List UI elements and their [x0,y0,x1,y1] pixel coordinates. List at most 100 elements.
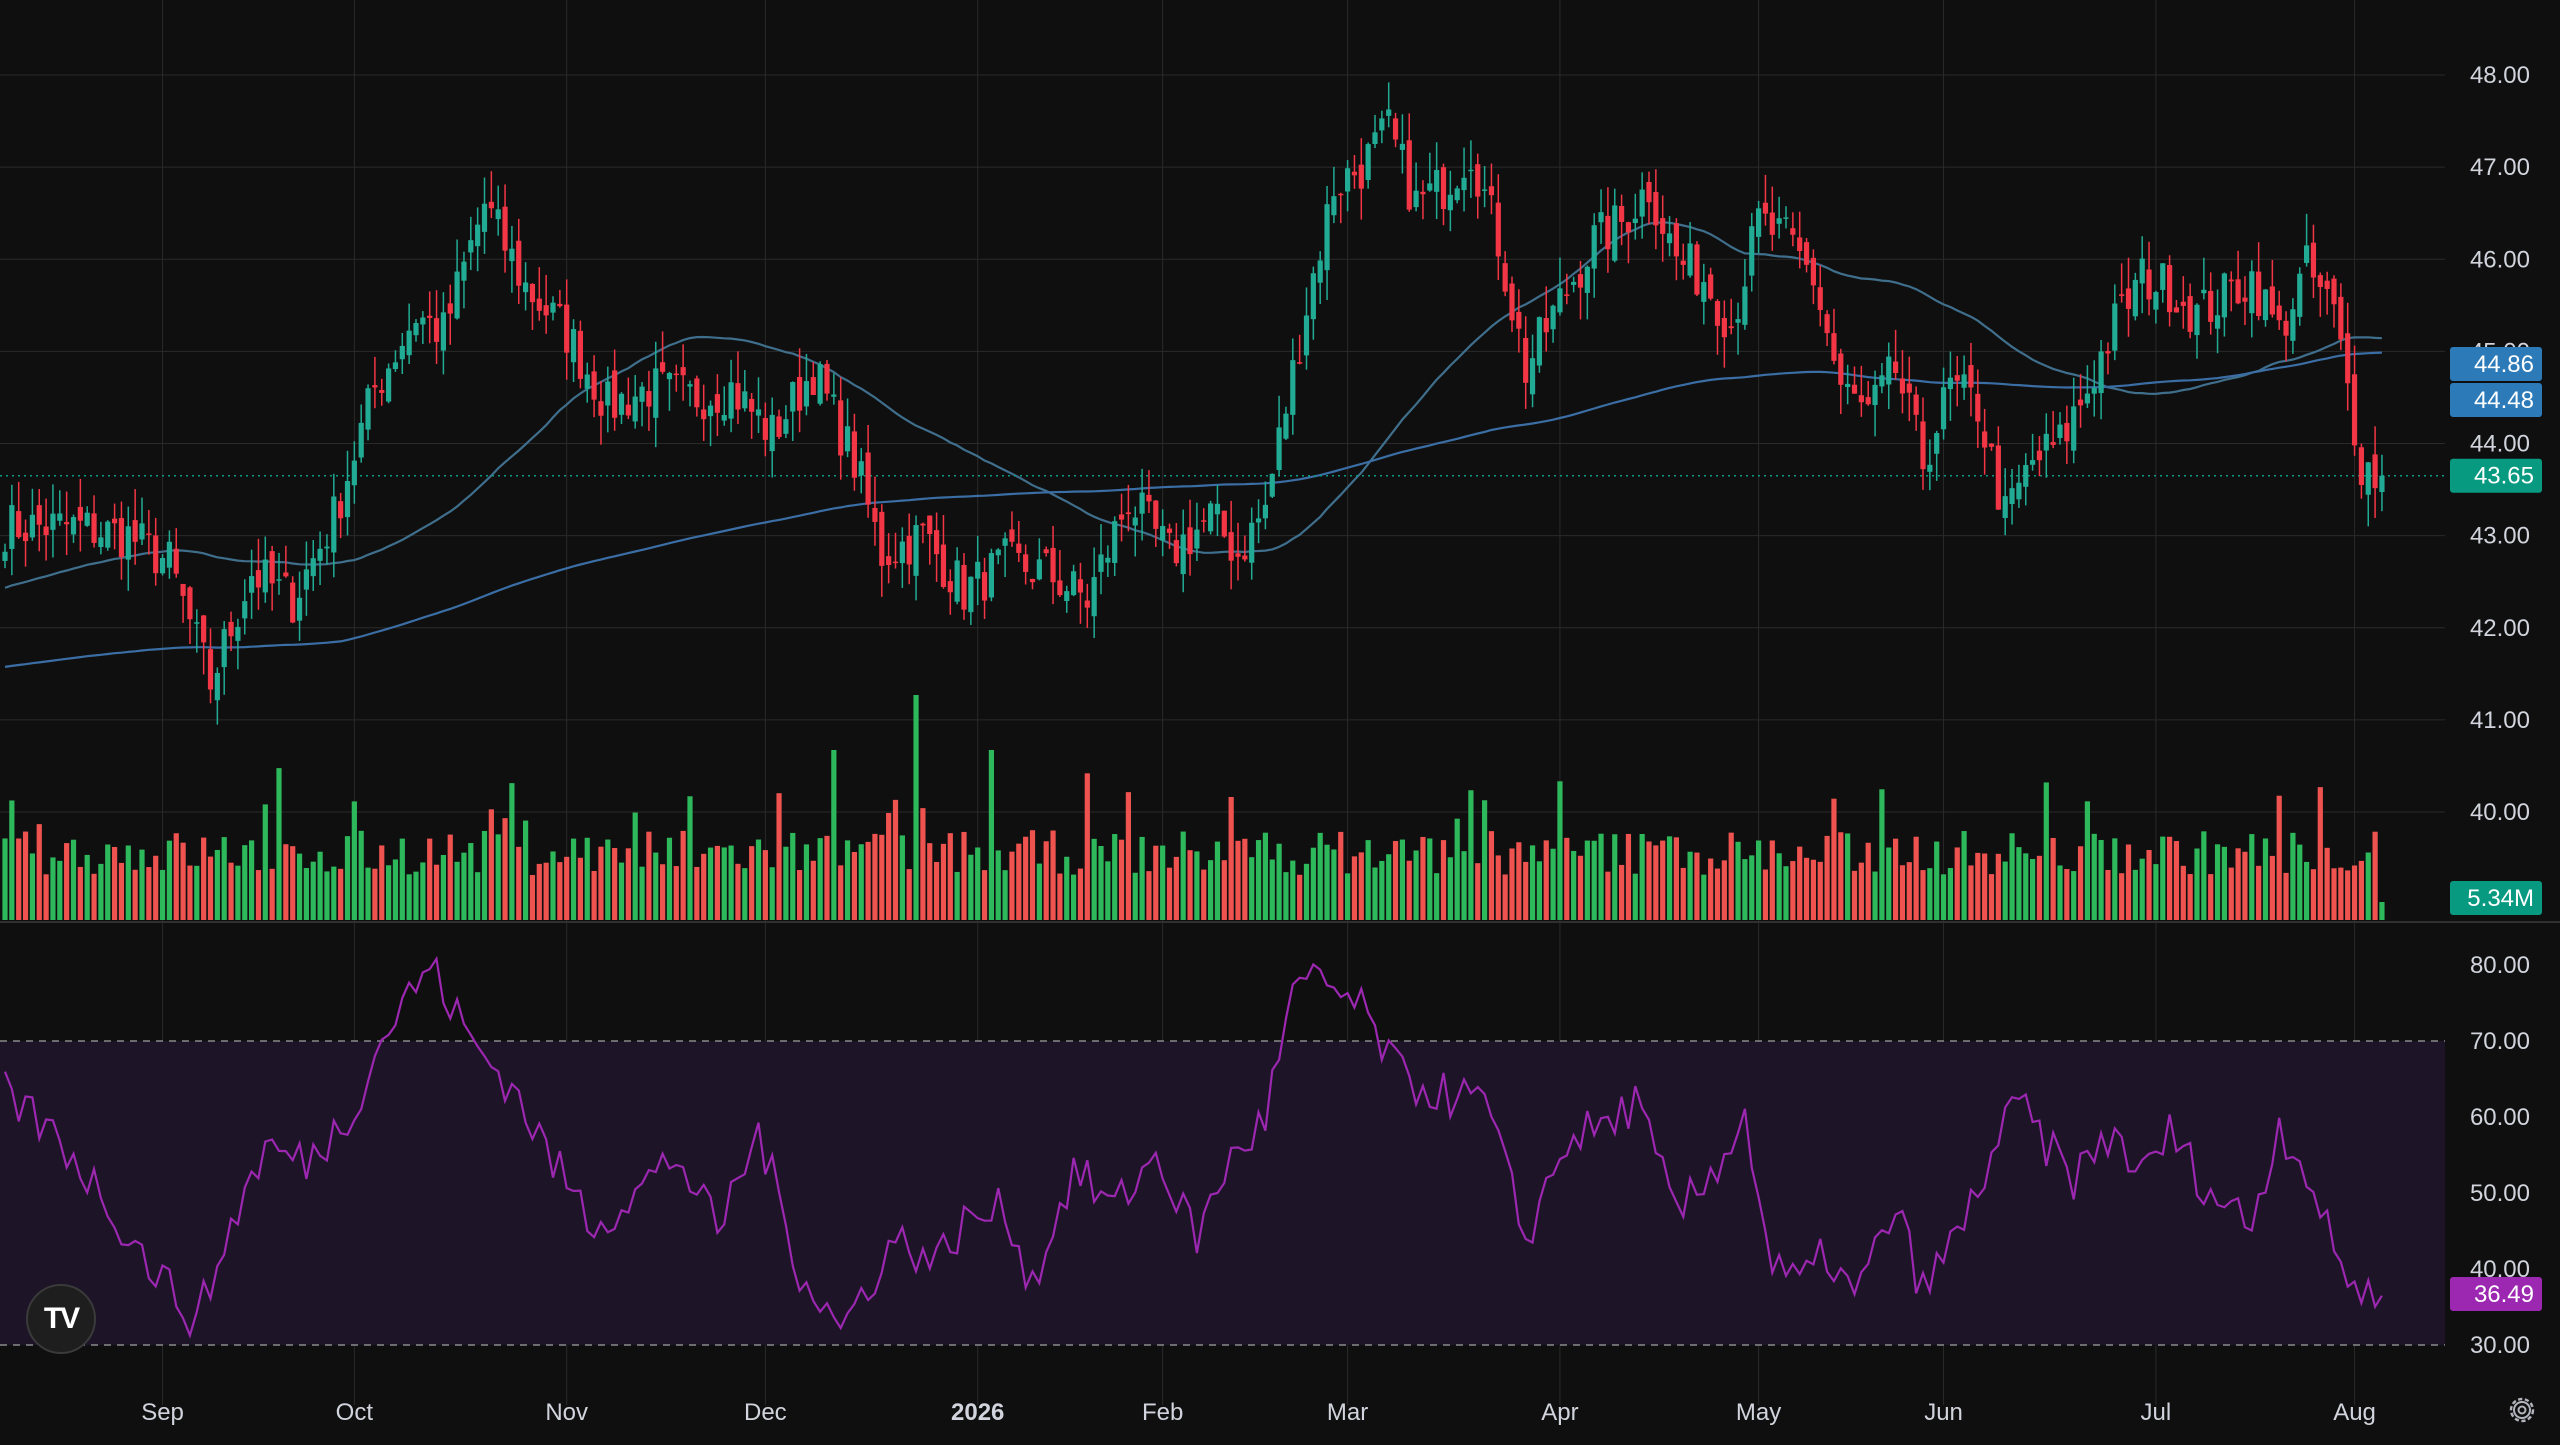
candle[interactable] [1940,367,1947,440]
candle[interactable] [2180,276,2186,329]
candle[interactable] [1132,506,1138,557]
candle[interactable] [351,441,357,504]
candle[interactable] [2317,272,2323,317]
candle[interactable] [2132,272,2138,321]
candle[interactable] [632,375,638,429]
candle[interactable] [1708,267,1714,301]
candle[interactable] [146,510,152,555]
candle[interactable] [1714,299,1721,355]
candle[interactable] [2125,257,2132,337]
candle[interactable] [2091,360,2097,417]
candle[interactable] [2030,433,2036,471]
candle[interactable] [2009,469,2015,525]
candle[interactable] [139,497,145,545]
candle[interactable] [694,375,700,417]
candle[interactable] [927,515,933,565]
candle[interactable] [331,473,337,578]
candle[interactable] [797,348,803,433]
candle[interactable] [584,362,590,403]
candle[interactable] [16,481,22,539]
candle[interactable] [2358,443,2364,499]
candle[interactable] [262,536,268,603]
candle[interactable] [338,492,344,539]
candle[interactable] [2331,275,2337,328]
candle[interactable] [899,527,905,588]
candle[interactable] [1817,265,1823,327]
candle[interactable] [838,377,844,480]
candle[interactable] [1098,524,1104,595]
candle[interactable] [817,361,823,406]
candle[interactable] [1276,395,1282,477]
candle[interactable] [132,489,138,565]
candle[interactable] [543,274,549,334]
candle[interactable] [1016,520,1022,563]
candle[interactable] [1797,211,1803,269]
candle[interactable] [1310,266,1316,340]
candle[interactable] [1173,523,1179,567]
candle[interactable] [803,353,810,416]
candle[interactable] [1317,251,1323,305]
candle[interactable] [1865,381,1871,406]
candle[interactable] [1331,166,1337,224]
candle[interactable] [844,398,851,458]
candles[interactable] [2,82,2385,725]
candle[interactable] [1454,185,1460,204]
candle[interactable] [1571,276,1577,293]
candle[interactable] [2269,260,2275,318]
candle[interactable] [1975,369,1981,448]
candle[interactable] [2187,283,2193,339]
candle[interactable] [790,381,796,441]
candle[interactable] [481,177,488,254]
candle[interactable] [947,569,953,615]
candle[interactable] [1803,238,1810,273]
candle[interactable] [1968,342,1974,417]
candle[interactable] [1995,426,2001,510]
candle[interactable] [2235,250,2241,305]
candle[interactable] [1666,216,1673,257]
candle[interactable] [1194,502,1200,561]
candle[interactable] [1351,155,1358,189]
candle[interactable] [461,251,467,309]
candle[interactable] [1810,249,1816,305]
candle[interactable] [2050,410,2056,449]
candle[interactable] [865,424,871,518]
candle[interactable] [954,547,960,605]
candle[interactable] [1057,550,1063,598]
candle[interactable] [1721,300,1727,368]
candle[interactable] [84,506,90,527]
candle[interactable] [2262,288,2269,327]
candle[interactable] [1529,334,1536,408]
candle[interactable] [707,400,714,447]
candle[interactable] [2297,267,2303,326]
candle[interactable] [153,517,159,586]
candle[interactable] [1851,366,1858,394]
candle[interactable] [221,621,227,695]
candle[interactable] [591,355,597,418]
candle[interactable] [29,488,35,541]
candle[interactable] [1536,316,1542,373]
candle[interactable] [1447,170,1453,232]
candle[interactable] [995,548,1001,565]
candle[interactable] [666,371,673,411]
candle[interactable] [1728,298,1734,335]
candle[interactable] [1982,408,1988,475]
candle[interactable] [303,541,309,616]
candle[interactable] [2379,454,2385,512]
candle[interactable] [1584,265,1590,320]
candle[interactable] [1269,473,1275,499]
candle[interactable] [2139,236,2145,314]
candle[interactable] [2365,462,2371,527]
candle[interactable] [433,290,440,364]
candle[interactable] [920,522,926,544]
candle[interactable] [1502,251,1508,297]
candle[interactable] [1893,329,1899,380]
candle[interactable] [2036,436,2043,477]
candle[interactable] [1002,532,1008,578]
candle[interactable] [159,554,166,576]
candle[interactable] [2146,241,2152,316]
candle[interactable] [879,504,885,597]
candle[interactable] [639,382,645,427]
candle[interactable] [1392,112,1399,148]
candle[interactable] [858,448,864,494]
candle[interactable] [324,534,330,565]
